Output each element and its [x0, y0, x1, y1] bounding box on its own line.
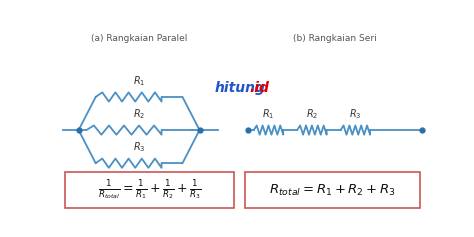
Text: $R_1$: $R_1$ [262, 107, 275, 121]
Text: $R_1$: $R_1$ [133, 74, 145, 88]
Text: $R_2$: $R_2$ [133, 107, 145, 121]
Text: (a) Rangkaian Paralel: (a) Rangkaian Paralel [91, 34, 187, 43]
Text: $R_2$: $R_2$ [306, 107, 318, 121]
Bar [65, 173, 235, 208]
Text: hitung: hitung [214, 81, 265, 95]
Text: $R_3$: $R_3$ [133, 140, 146, 154]
Text: $R_{total} = R_1 + R_2 + R_3$: $R_{total} = R_1 + R_2 + R_3$ [269, 182, 396, 198]
Text: (b) Rangkaian Seri: (b) Rangkaian Seri [293, 34, 377, 43]
Bar [245, 173, 420, 208]
Text: $R_3$: $R_3$ [349, 107, 362, 121]
Text: .id: .id [249, 81, 269, 95]
Text: $\frac{1}{R_{total}} = \frac{1}{R_1} + \frac{1}{R_2} + \frac{1}{R_3}$: $\frac{1}{R_{total}} = \frac{1}{R_1} + \… [98, 178, 202, 202]
